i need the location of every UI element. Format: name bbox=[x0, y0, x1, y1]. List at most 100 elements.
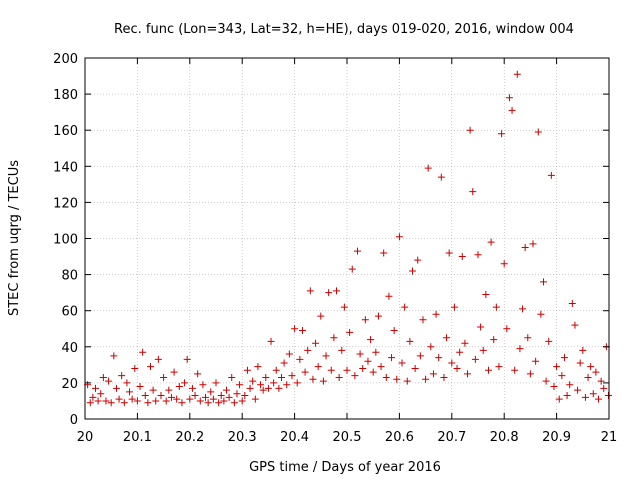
data-point bbox=[301, 368, 309, 376]
data-point bbox=[479, 346, 487, 354]
x-tick-label: 20.2 bbox=[175, 430, 204, 445]
y-tick-label: 80 bbox=[61, 269, 78, 284]
data-point bbox=[212, 379, 220, 387]
data-point bbox=[126, 388, 134, 396]
data-point bbox=[233, 390, 241, 398]
data-point bbox=[403, 377, 411, 385]
data-point bbox=[411, 364, 419, 372]
data-point bbox=[165, 386, 173, 394]
data-point bbox=[398, 359, 406, 367]
data-point bbox=[136, 383, 144, 391]
data-point bbox=[312, 339, 320, 347]
data-point bbox=[194, 370, 202, 378]
data-point bbox=[330, 334, 338, 342]
chart-title: Rec. func (Lon=343, Lat=32, h=HE), days … bbox=[114, 22, 574, 37]
data-point bbox=[571, 321, 579, 329]
data-point bbox=[102, 397, 110, 405]
y-tick-label: 120 bbox=[53, 196, 78, 211]
data-point bbox=[278, 373, 285, 381]
data-point bbox=[170, 368, 178, 376]
data-point bbox=[304, 346, 312, 354]
grid-lines bbox=[85, 58, 609, 419]
data-point bbox=[317, 312, 325, 320]
data-point bbox=[188, 384, 196, 392]
data-point bbox=[225, 393, 233, 401]
data-point bbox=[259, 386, 267, 394]
data-point bbox=[238, 397, 246, 405]
data-point bbox=[521, 244, 529, 252]
data-point bbox=[537, 310, 545, 318]
data-point bbox=[414, 256, 422, 264]
data-point bbox=[592, 368, 600, 376]
data-point bbox=[482, 290, 490, 298]
data-point bbox=[359, 364, 367, 372]
data-point bbox=[380, 249, 388, 257]
data-point bbox=[97, 390, 105, 398]
data-point bbox=[469, 188, 477, 196]
data-point bbox=[584, 373, 592, 381]
data-point bbox=[338, 346, 346, 354]
data-point bbox=[112, 384, 120, 392]
data-point bbox=[547, 171, 555, 179]
data-point bbox=[196, 397, 204, 405]
data-point bbox=[346, 328, 354, 336]
data-point bbox=[335, 373, 343, 381]
data-point bbox=[553, 363, 561, 371]
data-point bbox=[207, 388, 215, 396]
data-point bbox=[500, 260, 508, 268]
data-point bbox=[422, 375, 430, 383]
data-point bbox=[220, 397, 228, 405]
data-point bbox=[147, 363, 154, 371]
data-point bbox=[215, 399, 223, 407]
data-point bbox=[516, 345, 524, 353]
data-point bbox=[377, 363, 385, 371]
data-point bbox=[505, 94, 513, 102]
data-point bbox=[351, 372, 359, 380]
data-point bbox=[490, 336, 498, 344]
data-point bbox=[154, 355, 162, 363]
data-point bbox=[186, 395, 194, 403]
data-point bbox=[532, 357, 540, 365]
data-point bbox=[91, 384, 99, 392]
data-point bbox=[94, 397, 102, 405]
data-point bbox=[440, 373, 448, 381]
data-point bbox=[385, 292, 393, 300]
data-point bbox=[309, 375, 317, 383]
x-axis-label: GPS time / Days of year 2016 bbox=[249, 460, 441, 475]
data-point bbox=[340, 303, 348, 311]
data-point bbox=[513, 70, 521, 78]
data-point bbox=[107, 399, 115, 407]
data-point bbox=[461, 339, 469, 347]
data-point bbox=[115, 395, 123, 403]
data-point bbox=[534, 128, 542, 136]
data-point bbox=[306, 287, 314, 295]
y-tick-label: 140 bbox=[53, 160, 78, 175]
data-point bbox=[133, 397, 141, 405]
data-point bbox=[563, 392, 571, 400]
x-tick-label: 20.7 bbox=[437, 430, 466, 445]
data-point bbox=[89, 393, 97, 401]
data-point bbox=[498, 130, 506, 138]
data-point bbox=[327, 366, 335, 374]
x-tick-label: 20.3 bbox=[228, 430, 257, 445]
data-point bbox=[322, 352, 330, 360]
data-point bbox=[249, 377, 257, 385]
x-tick-label: 20.9 bbox=[542, 430, 571, 445]
axis-ticks: 20 20.1 20.2 20.3 20.4 20.5 20.6 20.7 20.8 20.9 21… bbox=[53, 52, 617, 445]
data-point bbox=[236, 381, 244, 389]
data-point bbox=[587, 363, 595, 371]
data-point bbox=[450, 303, 458, 311]
data-point bbox=[511, 366, 519, 374]
data-point bbox=[435, 354, 443, 362]
data-point bbox=[353, 247, 361, 255]
data-point bbox=[432, 310, 440, 318]
data-point bbox=[222, 386, 230, 394]
data-point bbox=[406, 337, 414, 345]
data-point bbox=[437, 173, 445, 181]
data-point bbox=[427, 343, 435, 351]
data-point bbox=[604, 392, 612, 400]
data-point bbox=[293, 379, 301, 387]
data-point bbox=[568, 299, 576, 307]
data-point bbox=[545, 337, 553, 345]
